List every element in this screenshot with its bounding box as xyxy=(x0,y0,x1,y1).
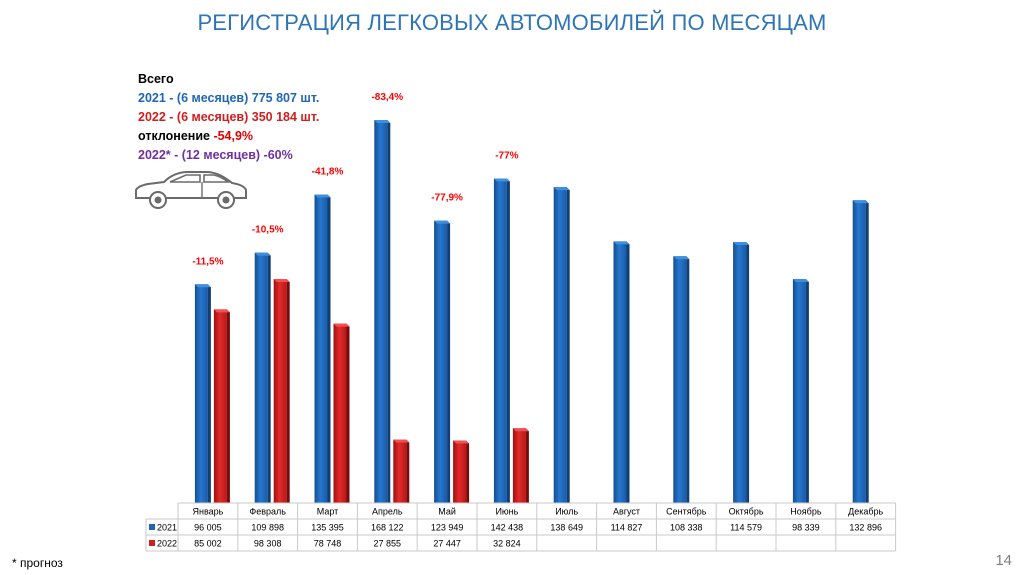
bar-2021-10 xyxy=(733,241,750,503)
table-cell-2022: 27 855 xyxy=(374,539,402,549)
bar-2021-8 xyxy=(613,241,630,503)
category-label: Декабрь xyxy=(848,507,883,517)
category-label: Июнь xyxy=(495,507,518,517)
table-cell-2021: 114 579 xyxy=(730,523,762,533)
bar-2021-11 xyxy=(792,278,809,503)
table-cell-2022: 27 447 xyxy=(433,539,461,549)
deviation-value: -54,9% xyxy=(213,129,254,143)
category-label: Июль xyxy=(555,507,578,517)
summary-2021: 2021 - (6 месяцев) 775 807 шт. xyxy=(138,91,320,105)
category-label: Октябрь xyxy=(729,507,764,517)
category-label: Апрель xyxy=(372,507,403,517)
bar-2021-9 xyxy=(673,256,690,503)
deviation-label-5: -77,9% xyxy=(431,193,463,204)
category-label: Март xyxy=(317,507,339,517)
table-cell-2022: 78 748 xyxy=(314,539,342,549)
bar-2022-2 xyxy=(273,279,290,503)
bar-2021-6 xyxy=(493,178,510,503)
legend-swatch-2021 xyxy=(149,524,155,530)
bar-2021-1 xyxy=(194,284,211,503)
bar-2021-7 xyxy=(553,187,570,503)
category-label: Январь xyxy=(192,507,223,517)
deviation-label-6: -77% xyxy=(495,151,518,162)
legend-label-2022: 2022 xyxy=(157,539,177,549)
summary-deviation: отклонение -54,9% xyxy=(138,127,319,146)
bar-2022-1 xyxy=(213,309,230,503)
table-cell-2021: 98 339 xyxy=(792,523,820,533)
deviation-label-2: -10,5% xyxy=(252,225,284,236)
table-cell-2022: 85 002 xyxy=(194,539,222,549)
table-cell-2021: 135 395 xyxy=(311,523,344,533)
category-label: Февраль xyxy=(249,507,286,517)
category-label: Сентябрь xyxy=(666,507,707,517)
bar-2022-4 xyxy=(393,439,410,503)
bar-2022-5 xyxy=(453,440,470,503)
bar-2021-12 xyxy=(852,200,869,504)
legend-swatch-2022 xyxy=(149,540,155,546)
bar-2022-3 xyxy=(333,323,350,503)
footnote: * прогноз xyxy=(12,556,63,570)
table-cell-2021: 123 949 xyxy=(431,523,464,533)
category-label: Август xyxy=(613,507,640,517)
deviation-label-3: -41,8% xyxy=(312,167,344,178)
deviation-label-1: -11,5% xyxy=(192,256,223,267)
page-number: 14 xyxy=(995,552,1012,569)
legend-label-2021: 2021 xyxy=(157,523,177,533)
bar-2021-2 xyxy=(254,252,271,503)
bar-2021-5 xyxy=(434,220,451,503)
category-label: Ноябрь xyxy=(790,507,822,517)
summary-forecast: 2022* - (12 месяцев) -60% xyxy=(138,148,293,162)
summary-2022: 2022 - (6 месяцев) 350 184 шт. xyxy=(138,110,320,124)
summary-heading: Всего xyxy=(138,72,174,86)
table-cell-2021: 96 005 xyxy=(194,523,222,533)
car-outline-icon xyxy=(135,171,247,209)
bar-2021-4 xyxy=(374,120,391,503)
summary-block: Всего 2021 - (6 месяцев) 775 807 шт. 202… xyxy=(138,70,319,165)
table-cell-2022: 32 824 xyxy=(493,539,521,549)
table-cell-2021: 132 896 xyxy=(849,523,882,533)
table-cell-2021: 142 438 xyxy=(491,523,524,533)
table-cell-2021: 114 827 xyxy=(611,523,643,533)
table-cell-2021: 109 898 xyxy=(251,523,284,533)
table-cell-2021: 168 122 xyxy=(371,523,404,533)
bar-2021-3 xyxy=(314,194,331,503)
table-cell-2021: 108 338 xyxy=(670,523,703,533)
table-cell-2021: 138 649 xyxy=(550,523,583,533)
table-cell-2022: 98 308 xyxy=(254,539,282,549)
page-title: РЕГИСТРАЦИЯ ЛЕГКОВЫХ АВТОМОБИЛЕЙ ПО МЕСЯ… xyxy=(197,10,827,35)
bar-2022-6 xyxy=(512,428,529,503)
category-label: Май xyxy=(438,507,456,517)
deviation-label: отклонение xyxy=(138,129,214,143)
deviation-label-4: -83,4% xyxy=(371,92,403,103)
